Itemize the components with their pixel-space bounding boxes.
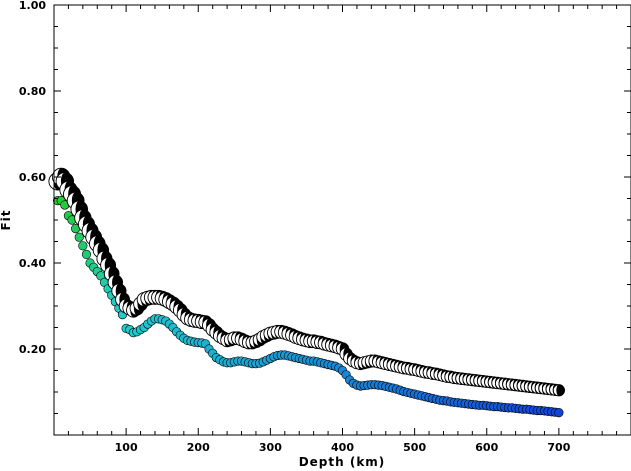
y-tick-label: 0.20 (19, 343, 46, 356)
x-tick-label: 100 (115, 441, 138, 454)
y-tick-label: 0.60 (19, 171, 46, 184)
y-tick-label: 0.80 (19, 85, 46, 98)
axes: 100 200 300 400 500 600 700 0.20 0.40 0.60 0.80 1.0… (19, 0, 631, 454)
focal-mechanism-point (552, 384, 565, 397)
plot-content (48, 167, 565, 418)
y-axis-title: Fit (0, 209, 13, 230)
x-tick-label: 300 (259, 441, 282, 454)
mechanism-series (48, 167, 565, 397)
focal-mechanism-point (103, 265, 120, 282)
fit-dot-point (74, 232, 84, 242)
x-tick-label: 600 (475, 441, 498, 454)
x-tick-label: 500 (403, 441, 426, 454)
y-tick-label: 1.00 (19, 0, 46, 12)
fit-dot-point (554, 408, 564, 418)
fit-dot-point (78, 241, 88, 251)
fit-dot-point (81, 249, 92, 259)
dot-series (53, 196, 564, 418)
y-tick-label: 0.40 (19, 257, 46, 270)
x-tick-label: 400 (331, 441, 354, 454)
x-axis-title: Depth (km) (299, 455, 386, 469)
x-tick-label: 700 (547, 441, 570, 454)
x-tick-label: 200 (187, 441, 210, 454)
